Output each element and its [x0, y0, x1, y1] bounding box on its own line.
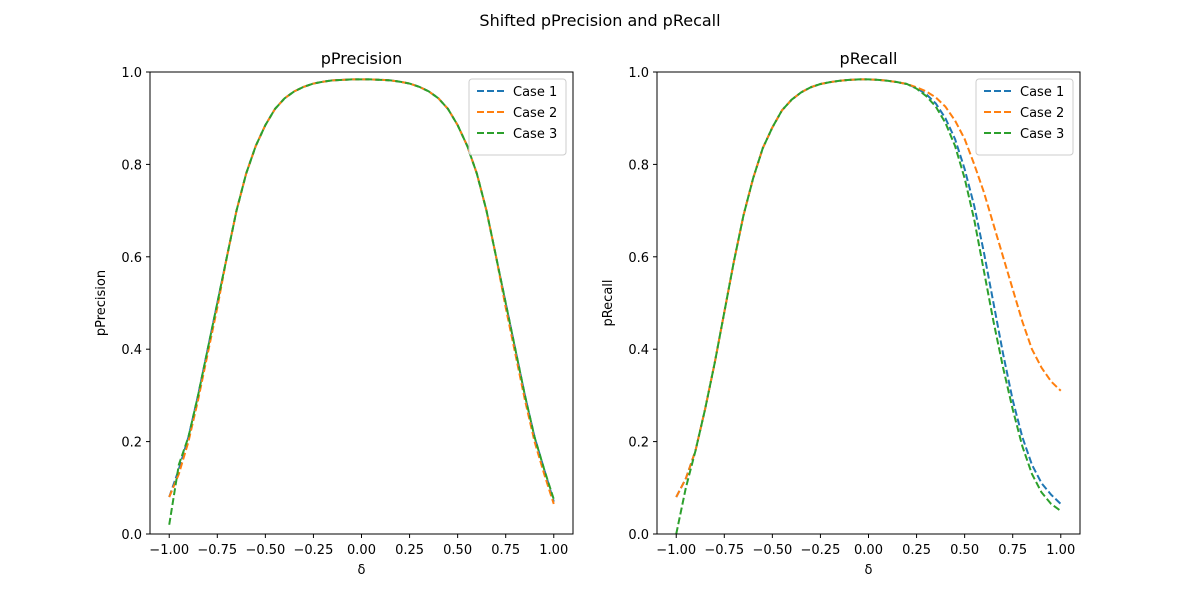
recall-y-tick-label: 0.4 — [628, 343, 649, 358]
recall-x-tick-label: 1.00 — [1046, 543, 1075, 558]
recall-x-tick-label: 0.25 — [902, 543, 931, 558]
precision-x-tick-label: 1.00 — [539, 543, 568, 558]
precision-x-tick-label: −0.25 — [294, 543, 334, 558]
recall-legend-label: Case 1 — [1020, 85, 1064, 100]
recall-legend-label: Case 2 — [1020, 106, 1064, 121]
precision-series-line-3 — [168, 78, 555, 525]
recall-y-tick-label: 1.0 — [628, 66, 649, 81]
recall-y-axis-label: pRecall — [601, 279, 616, 326]
precision-x-tick-label: −1.00 — [149, 543, 189, 558]
precision-x-tick-label: 0.25 — [395, 543, 424, 558]
recall-legend: Case 1 Case 2 Case 3 — [975, 78, 1074, 156]
precision-x-tick-label: 0.75 — [491, 543, 520, 558]
recall-x-tick-label: −1.00 — [656, 543, 696, 558]
recall-y-tick-label: 0.0 — [628, 528, 649, 543]
recall-chart: pRecall −1.00 −0.75 −0.50 −0.25 0.00 0.25 0.50 0… — [601, 49, 1081, 578]
recall-series-line-3 — [675, 78, 1062, 534]
recall-x-tick-label: 0.75 — [998, 543, 1027, 558]
recall-y-tick-label: 0.8 — [628, 158, 649, 173]
precision-legend-box — [468, 78, 567, 156]
recall-x-axis-label: δ — [865, 563, 873, 578]
precision-x-tick-label: 0.00 — [347, 543, 376, 558]
precision-y-tick-label: 0.6 — [121, 251, 142, 266]
recall-legend-label: Case 3 — [1020, 127, 1064, 142]
precision-x-tick-label: −0.50 — [245, 543, 285, 558]
recall-x-tick-label: 0.00 — [854, 543, 883, 558]
precision-legend: Case 1 Case 2 Case 3 — [468, 78, 567, 156]
precision-y-axis-label: pPrecision — [94, 270, 109, 336]
precision-x-tick-label: 0.50 — [443, 543, 472, 558]
recall-x-tick-label: −0.50 — [752, 543, 792, 558]
precision-y-tick-label: 0.8 — [121, 158, 142, 173]
precision-chart-title: pPrecision — [321, 49, 403, 68]
recall-legend-box — [975, 78, 1074, 156]
recall-y-tick-label: 0.2 — [628, 436, 649, 451]
precision-legend-label: Case 2 — [513, 106, 557, 121]
recall-y-tick-label: 0.6 — [628, 251, 649, 266]
precision-legend-label: Case 3 — [513, 127, 557, 142]
precision-y-tick-label: 0.2 — [121, 436, 142, 451]
precision-y-tick-label: 0.4 — [121, 343, 142, 358]
precision-y-tick-label: 1.0 — [121, 66, 142, 81]
precision-chart: pPrecision −1.00 −0.75 −0.50 −0.25 0.00 0.25 0.… — [94, 49, 574, 578]
precision-legend-label: Case 1 — [513, 85, 557, 100]
recall-chart-title: pRecall — [840, 49, 898, 68]
precision-y-tick-label: 0.0 — [121, 528, 142, 543]
recall-x-tick-label: −0.25 — [801, 543, 841, 558]
recall-x-tick-label: −0.75 — [704, 543, 744, 558]
precision-x-axis-label: δ — [358, 563, 366, 578]
figure-suptitle: Shifted pPrecision and pRecall — [479, 11, 720, 30]
recall-x-tick-label: 0.50 — [950, 543, 979, 558]
precision-x-tick-label: −0.75 — [197, 543, 237, 558]
